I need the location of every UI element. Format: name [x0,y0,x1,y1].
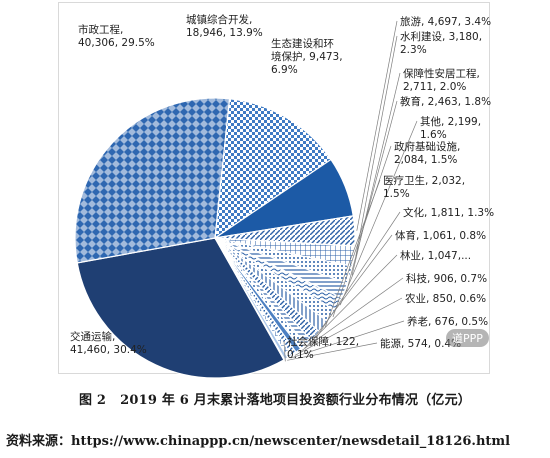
slice-label-16: 农业, 850, 0.6% [405,292,486,305]
figure-title: 2019 年 6 月末累计落地项目投资额行业分布情况（亿元） [120,393,471,408]
slice-label-17: 养老, 676, 0.5% [407,315,488,328]
source-line: 资料来源：https://www.chinappp.cn/newscenter/… [6,430,510,449]
source-label: 资料来源： [6,434,72,449]
leader-lines [283,20,418,362]
slice-label-1: 交通运输, 41,460, 30.4% [70,330,147,356]
slice-label-4: 生态建设和环境保护, 9,473, 6.9% [271,37,343,76]
leader-line-18 [287,342,378,361]
figure-number: 图 2 [79,393,107,408]
leader-line-15 [299,277,404,353]
slice-label-8: 教育, 2,463, 1.8% [400,95,491,108]
leader-line-6 [355,35,398,257]
leader-line-8 [346,100,398,292]
figure-caption: 图 2 2019 年 6 月末累计落地项目投资额行业分布情况（亿元） [0,389,550,408]
pie-slice-1 [76,237,285,379]
leader-line-11 [324,179,381,328]
watermark: 道PPP [446,329,489,347]
leader-line-13 [309,234,393,344]
leader-line-14 [304,254,398,349]
slice-label-15: 科技, 906, 0.7% [406,272,487,285]
pie-slice-2 [74,97,231,264]
source-url[interactable]: https://www.chinappp.cn/newscenter/newsd… [71,434,511,449]
leader-line-9 [339,120,418,306]
slice-label-14: 林业, 1,047,... [400,249,471,262]
slice-labels: 交通运输, 41,460, 30.4% 市政工程, 40,306, 29.5% 城镇综合… [70,13,494,361]
slice-label-19: 社会保障, 122, 0.1% [287,335,359,361]
slice-label-18: 能源, 574, 0.4% [380,337,461,350]
slice-label-11: 医疗卫生, 2,032, 1.5% [383,174,465,200]
slice-label-12: 文化, 1,811, 1.3% [403,206,494,219]
slice-label-3: 城镇综合开发, 18,946, 13.9% [186,13,263,39]
slice-label-5: 旅游, 4,697, 3.4% [400,15,491,28]
slice-label-13: 体育, 1,061, 0.8% [395,229,486,242]
pie-slice-19 [214,237,286,361]
slice-label-9: 其他, 2,199, 1.6% [420,115,481,141]
leader-line-19 [283,340,286,362]
leader-line-17 [290,320,405,359]
leader-line-16 [294,297,403,356]
leader-line-10 [332,145,392,318]
slice-label-7: 保障性安居工程, 2,711, 2.0% [403,67,480,93]
slice-label-2: 市政工程, 40,306, 29.5% [78,23,155,49]
slice-label-6: 水利建设, 3,180, 2.3% [400,30,482,56]
leader-line-5 [356,20,398,231]
pie-slice-3 [214,98,332,240]
slice-label-10: 政府基础设施, 2,084, 1.5% [394,140,460,166]
chart-frame [58,2,490,374]
